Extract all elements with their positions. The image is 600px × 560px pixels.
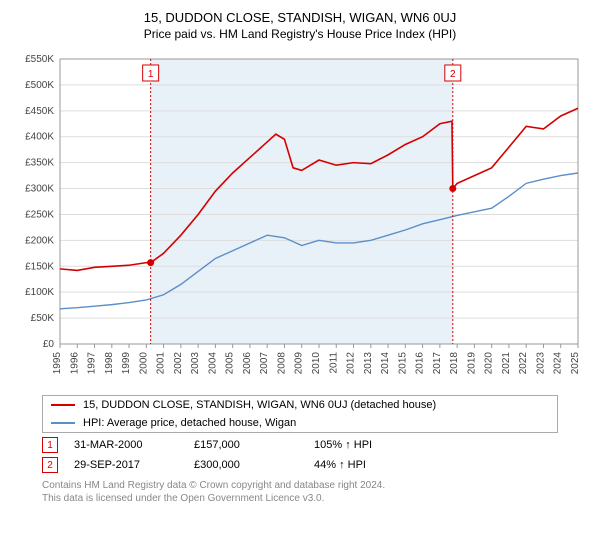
price-chart: £0 £50K £100K £150K £200K £250K £300K £350K £400…: [12, 49, 588, 389]
svg-text:2020: 2020: [484, 352, 495, 375]
svg-text:2018: 2018: [449, 352, 460, 375]
legend-label: HPI: Average price, detached house, Wiga…: [83, 417, 296, 429]
sale-row: 2 29-SEP-2017£300,00044% ↑ HPI: [42, 457, 558, 473]
svg-text:2008: 2008: [276, 352, 287, 375]
svg-text:£400K: £400K: [25, 132, 54, 143]
sales-list: 1 31-MAR-2000£157,000105% ↑ HPI 2 29-SEP-20…: [12, 437, 588, 473]
svg-text:2012: 2012: [346, 352, 357, 375]
legend-row: 15, DUDDON CLOSE, STANDISH, WIGAN, WN6 0…: [43, 396, 557, 414]
svg-text:1997: 1997: [87, 352, 98, 375]
svg-text:2013: 2013: [363, 352, 374, 375]
svg-text:1995: 1995: [52, 352, 63, 375]
attribution-line: Contains HM Land Registry data © Crown c…: [42, 479, 558, 492]
legend: 15, DUDDON CLOSE, STANDISH, WIGAN, WN6 0…: [42, 395, 558, 433]
svg-text:£200K: £200K: [25, 235, 54, 246]
svg-text:2004: 2004: [207, 352, 218, 375]
svg-text:2024: 2024: [553, 352, 564, 375]
svg-text:2016: 2016: [415, 352, 426, 375]
svg-text:2006: 2006: [242, 352, 253, 375]
svg-text:£50K: £50K: [31, 313, 55, 324]
legend-row: HPI: Average price, detached house, Wiga…: [43, 414, 557, 432]
svg-text:2015: 2015: [397, 352, 408, 375]
sale-price: £300,000: [194, 459, 314, 471]
svg-text:2003: 2003: [190, 352, 201, 375]
svg-text:2017: 2017: [432, 352, 443, 375]
sale-price: £157,000: [194, 439, 314, 451]
svg-text:1998: 1998: [104, 352, 115, 375]
sale-delta: 44% ↑ HPI: [314, 459, 434, 471]
svg-text:2023: 2023: [535, 352, 546, 375]
svg-text:2009: 2009: [294, 352, 305, 375]
sale-delta: 105% ↑ HPI: [314, 439, 434, 451]
attribution-line: This data is licensed under the Open Gov…: [42, 492, 558, 505]
svg-text:£300K: £300K: [25, 184, 54, 195]
svg-text:2021: 2021: [501, 352, 512, 375]
sale-date: 29-SEP-2017: [74, 459, 194, 471]
svg-text:2005: 2005: [225, 352, 236, 375]
svg-text:2014: 2014: [380, 352, 391, 375]
svg-text:2000: 2000: [138, 352, 149, 375]
chart-svg: £0 £50K £100K £150K £200K £250K £300K £350K £400…: [12, 49, 588, 389]
svg-text:2022: 2022: [518, 352, 529, 375]
svg-text:£150K: £150K: [25, 261, 54, 272]
attribution: Contains HM Land Registry data © Crown c…: [42, 479, 558, 505]
legend-swatch: [51, 422, 75, 424]
legend-swatch: [51, 404, 75, 406]
svg-text:2: 2: [450, 69, 456, 80]
page-title: 15, DUDDON CLOSE, STANDISH, WIGAN, WN6 0…: [12, 10, 588, 25]
svg-text:£250K: £250K: [25, 209, 54, 220]
legend-label: 15, DUDDON CLOSE, STANDISH, WIGAN, WN6 0…: [83, 399, 436, 411]
svg-text:1996: 1996: [69, 352, 80, 375]
sale-badge: 2: [42, 457, 58, 473]
svg-text:2025: 2025: [570, 352, 581, 375]
svg-text:£500K: £500K: [25, 80, 54, 91]
svg-text:2007: 2007: [259, 352, 270, 375]
svg-text:2001: 2001: [156, 352, 167, 375]
svg-text:£0: £0: [43, 339, 55, 350]
sale-date: 31-MAR-2000: [74, 439, 194, 451]
svg-text:£100K: £100K: [25, 287, 54, 298]
sale-row: 1 31-MAR-2000£157,000105% ↑ HPI: [42, 437, 558, 453]
svg-text:1999: 1999: [121, 352, 132, 375]
svg-text:£450K: £450K: [25, 106, 54, 117]
svg-text:2019: 2019: [466, 352, 477, 375]
svg-text:£350K: £350K: [25, 158, 54, 169]
sale-badge: 1: [42, 437, 58, 453]
svg-text:2002: 2002: [173, 352, 184, 375]
svg-text:2011: 2011: [328, 352, 339, 374]
svg-text:1: 1: [148, 69, 154, 80]
page-subtitle: Price paid vs. HM Land Registry's House …: [12, 27, 588, 41]
svg-text:2010: 2010: [311, 352, 322, 375]
svg-text:£550K: £550K: [25, 54, 54, 65]
